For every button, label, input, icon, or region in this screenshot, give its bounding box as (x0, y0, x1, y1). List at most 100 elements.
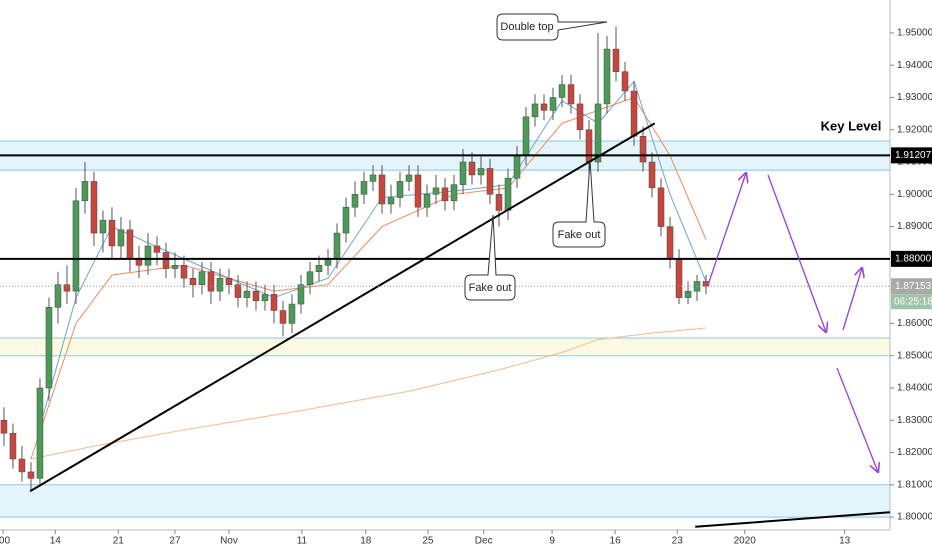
candle-body (342, 206, 350, 234)
candle-body (486, 168, 494, 195)
x-tick-label: 25 (422, 536, 434, 547)
x-tick-label: 2020 (734, 536, 757, 547)
candle-body (189, 277, 197, 285)
arrow (767, 174, 826, 332)
candle-body (387, 197, 395, 205)
zone (0, 484, 890, 518)
x-tick-label: Dec (475, 536, 493, 547)
x-tick-label: 23 (672, 536, 684, 547)
candle-body (99, 219, 107, 234)
candle-body (153, 245, 161, 253)
callouts: Double top Fake out Fake out Key Level (464, 13, 882, 301)
y-tick-label: 1.82000 (897, 447, 932, 458)
last-price-tag (891, 278, 932, 295)
x-tick-label: :00 (0, 536, 10, 547)
candle-body (585, 129, 593, 163)
y-tick-label: 1.92000 (897, 124, 932, 135)
x-tick-label: 13 (839, 536, 851, 547)
candle-body (54, 284, 62, 308)
candle-body (9, 432, 17, 460)
candle-body (612, 48, 620, 72)
x-tick-label: 9 (549, 536, 555, 547)
candle-body (279, 310, 287, 324)
projection-arrows (707, 173, 878, 472)
candle-body (504, 177, 512, 211)
y-tick-label: 1.95000 (897, 28, 932, 39)
zones (0, 140, 890, 518)
candle-body (675, 258, 683, 298)
last-price-label: 1.87153 (895, 281, 932, 292)
candle-body (234, 284, 242, 298)
candles (0, 26, 710, 492)
y-tick-label: 1.94000 (897, 60, 932, 71)
y-tick-label: 1.84000 (897, 383, 932, 394)
countdown-tag (891, 294, 932, 310)
candle-body (27, 471, 35, 479)
callout (464, 214, 516, 301)
candle-body (450, 184, 458, 202)
candle-body (162, 252, 170, 269)
candle-body (666, 226, 674, 260)
candle-body (594, 103, 602, 163)
candle-body (117, 229, 125, 247)
candle-body (423, 194, 431, 208)
candle-body (441, 187, 449, 202)
x-tick-label: 14 (50, 536, 62, 547)
candle-body (621, 71, 629, 92)
y-tick-label: 1.90000 (897, 189, 932, 200)
candle-body (0, 420, 8, 434)
candle-body (495, 194, 503, 211)
callout (496, 13, 608, 41)
candle-body (540, 103, 548, 111)
candle-body (18, 458, 26, 473)
candle-body (63, 284, 71, 292)
key-level-label: Key Level (821, 118, 882, 133)
candle-body (693, 281, 701, 292)
x-tick-label: 18 (360, 536, 372, 547)
candle-body (378, 174, 386, 205)
axes (0, 0, 891, 531)
annotation: Fake out (469, 282, 512, 294)
candle-body (81, 181, 89, 202)
zone (0, 337, 890, 356)
candle-body (513, 155, 521, 179)
candle-body (315, 265, 323, 273)
x-tick-label: 27 (169, 536, 181, 547)
candle-body (198, 271, 206, 285)
candle-body (369, 174, 377, 182)
y-tick-label: 1.86000 (897, 318, 932, 329)
candle-body (72, 200, 80, 292)
candle-body (558, 84, 566, 98)
price-axis: 1.950001.940001.930001.920001.910001.900… (0, 28, 932, 547)
candle-body (261, 294, 269, 302)
candle-body (396, 181, 404, 198)
overlay (0, 122, 891, 528)
y-tick-label: 1.80000 (897, 512, 932, 523)
x-tick-label: 16 (610, 536, 622, 547)
candle-body (207, 271, 215, 292)
candle-body (477, 168, 485, 176)
candle-body (549, 97, 557, 111)
y-tick-label: 1.81000 (897, 479, 932, 490)
arrow (707, 173, 746, 286)
moving-averages (30, 80, 707, 460)
candle-body (90, 181, 98, 234)
annotation: Double top (500, 21, 553, 33)
arrow (842, 268, 862, 331)
countdown-label: 06:25:18 (894, 296, 932, 307)
y-tick-label: 1.85000 (897, 350, 932, 361)
candle-body (630, 90, 638, 137)
candle-body (288, 303, 296, 324)
level-tag (891, 147, 932, 164)
candle-body (225, 277, 233, 285)
y-tick-label: 1.93000 (897, 92, 932, 103)
candle-body (36, 387, 44, 479)
candle-body (468, 161, 476, 176)
candle-body (459, 161, 467, 185)
candle-body (45, 307, 53, 389)
candle-body (171, 265, 179, 269)
candle-body (648, 161, 656, 189)
x-tick-label: 11 (297, 536, 308, 547)
candle-body (576, 103, 584, 131)
candle-body (657, 187, 665, 227)
